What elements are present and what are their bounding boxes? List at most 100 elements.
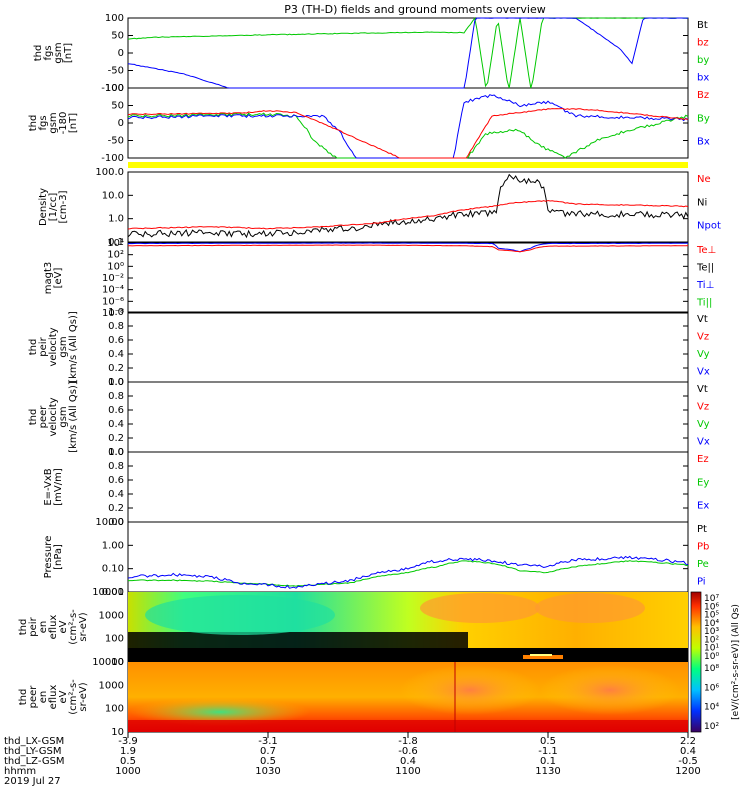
panel-peir_vel: 1.0 0.8 0.6 0.4 0.2 0.0 thd peir velocity gsm [km/… — [28, 307, 710, 388]
x-tick-label: -0.5 — [678, 756, 698, 767]
y-tick-label: 100 — [105, 634, 124, 645]
colorbar-tick-label: 10⁴ — [704, 619, 719, 629]
panel-frame — [127, 311, 689, 383]
y-axis-label: peer — [28, 685, 39, 709]
panel-peer_vel: 1.0 0.8 0.6 0.4 0.2 0.0 thd peer velocity gsm [km/… — [28, 377, 710, 458]
x-tick-label: 0.5 — [540, 736, 556, 747]
x-tick-label: 1200 — [675, 766, 700, 777]
y-axis-label: gsm — [53, 42, 64, 63]
panel-pressure: 10.00 1.00 0.10 0.01 Pressure [nPa] Pt Pb Pe Pi — [43, 517, 709, 598]
x-tick-label: -1.8 — [398, 736, 418, 747]
colorbar-tick-label: 10⁴ — [704, 703, 719, 713]
y-axis-label: eflux — [48, 615, 59, 640]
legend-vt: Vt — [697, 384, 708, 395]
y-tick-label: 50 — [111, 101, 124, 112]
legend-ne: Ne — [697, 174, 711, 185]
y-tick-label: 100 — [105, 83, 124, 94]
series-Ti — [128, 242, 689, 253]
x-row-label: thd_LY-GSM — [4, 746, 61, 757]
y-axis-label: (cm²-s- — [68, 679, 79, 715]
series-Te — [128, 244, 689, 253]
legend-ti: Ti|| — [696, 298, 712, 309]
y-axis-label: thd — [28, 339, 39, 356]
y-tick-label: 0.2 — [108, 503, 124, 514]
y-axis-label: [nPa] — [53, 544, 64, 570]
legend-pb: Pb — [697, 542, 709, 553]
y-tick-label: 1.0 — [108, 214, 124, 225]
y-tick-label: 10⁻⁶ — [102, 296, 124, 307]
legend-ey: Ey — [697, 477, 709, 488]
legend-vz: Vz — [697, 402, 709, 413]
x-row-label: thd_LZ-GSM — [4, 756, 65, 767]
y-tick-label: 0.2 — [108, 363, 124, 374]
x-row-label: hhmm — [4, 766, 36, 777]
y-tick-label: 10⁻² — [102, 273, 124, 284]
y-axis-label: Density — [38, 188, 49, 226]
legend-bz: Bz — [697, 90, 709, 101]
y-tick-label: 0.2 — [108, 433, 124, 444]
y-axis-label: gsm — [58, 336, 69, 357]
legend-bx: Bx — [697, 137, 710, 148]
legend-ez: Ez — [697, 454, 709, 465]
y-axis-label: eV — [58, 690, 69, 703]
y-tick-label: 1.0 — [108, 377, 124, 388]
y-tick-label: 1.0 — [108, 307, 124, 318]
colorbar-tick-label: 10⁶ — [704, 683, 719, 693]
y-tick-label: 0.01 — [102, 587, 124, 598]
x-tick-label: 0.4 — [400, 756, 416, 767]
y-axis-label: fgs — [43, 45, 54, 60]
y-axis-label: gsm — [48, 112, 59, 133]
x-row-label: thd_LX-GSM — [4, 736, 64, 747]
colorbar-tick-label: 10¹ — [704, 644, 719, 654]
y-tick-label: 0.6 — [108, 405, 124, 416]
x-tick-label: 1000 — [115, 766, 140, 777]
series-Bx — [127, 94, 689, 159]
legend-pi: Pi — [697, 577, 706, 588]
y-tick-label: 100 — [105, 13, 124, 24]
y-tick-label: 10000 — [92, 587, 124, 598]
y-axis-label: thd — [28, 409, 39, 426]
y-axis-label: sr-eV) — [78, 682, 89, 711]
legend-by: By — [697, 113, 710, 124]
y-tick-label: 100.0 — [95, 167, 124, 178]
y-tick-label: 0.8 — [108, 321, 124, 332]
x-tick-label: 1.9 — [120, 746, 136, 757]
y-axis-label: E=-VxB — [43, 468, 54, 505]
y-axis-label: thd — [28, 115, 39, 132]
colorbar-tick-label: 10² — [704, 722, 719, 732]
y-tick-label: 10 — [111, 657, 124, 668]
y-tick-label: 10 — [111, 727, 124, 738]
legend-vy: Vy — [697, 349, 710, 360]
legend-vx: Vx — [697, 437, 710, 448]
y-tick-label: 1000 — [99, 610, 124, 621]
y-tick-label: 100 — [105, 704, 124, 715]
y-axis-label: fgs — [38, 115, 49, 130]
y-tick-label: 10² — [107, 250, 124, 261]
y-tick-label: 50 — [111, 31, 124, 42]
x-tick-label: 1130 — [535, 766, 560, 777]
colorbar-tick-label: 10² — [704, 635, 719, 645]
panel-frame — [127, 381, 689, 453]
legend-pe: Pe — [697, 559, 709, 570]
y-tick-label: 10⁴ — [107, 238, 124, 249]
y-tick-label: 1000 — [99, 680, 124, 691]
y-tick-label: 10⁻⁴ — [102, 285, 124, 296]
series-By — [127, 112, 689, 159]
y-tick-label: 10.0 — [102, 190, 124, 201]
y-axis-label: [cm-3] — [58, 190, 69, 223]
y-tick-label: -100 — [101, 153, 124, 164]
y-tick-label: 0.4 — [108, 349, 124, 360]
y-axis-label: -180 — [58, 112, 69, 135]
colorbar-tick-label: 10³ — [704, 627, 719, 637]
x-tick-label: -3.9 — [118, 736, 138, 747]
colorbar-tick-label: 10⁶ — [704, 602, 719, 612]
series-by — [127, 17, 689, 89]
x-tick-label: 1100 — [395, 766, 420, 777]
panel-frame — [127, 242, 689, 314]
series-Ni — [127, 173, 689, 239]
y-axis-label: [km/s (All Qs)] — [68, 311, 79, 383]
y-axis-label: (cm²-s- — [68, 609, 79, 645]
